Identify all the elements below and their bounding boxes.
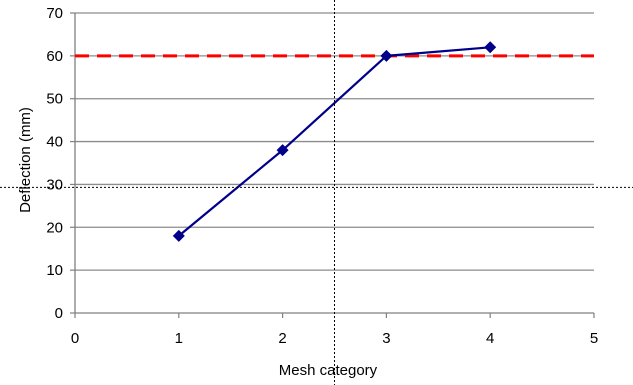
x-tick-label-0: 0 bbox=[71, 330, 79, 347]
data-point-3 bbox=[380, 49, 393, 62]
y-tick-label-40: 40 bbox=[46, 134, 63, 151]
y-tick-label-30: 30 bbox=[46, 176, 63, 193]
series-layer bbox=[172, 41, 497, 242]
y-tick-label-10: 10 bbox=[46, 262, 63, 279]
x-tick-label-4: 4 bbox=[486, 330, 494, 347]
x-tick-label-1: 1 bbox=[175, 330, 183, 347]
tick-labels: 0 10 20 30 40 50 60 70 0 1 2 3 4 5 bbox=[46, 5, 598, 347]
x-axis-title: Mesh category bbox=[279, 362, 378, 379]
axes bbox=[70, 12, 595, 318]
y-tick-label-0: 0 bbox=[55, 305, 63, 322]
x-tick-label-3: 3 bbox=[382, 330, 390, 347]
x-tick-label-2: 2 bbox=[278, 330, 286, 347]
y-tick-label-20: 20 bbox=[46, 219, 63, 236]
y-tick-label-50: 50 bbox=[46, 91, 63, 108]
x-tick-label-5: 5 bbox=[590, 330, 598, 347]
y-tick-label-60: 60 bbox=[46, 48, 63, 65]
series-line-0 bbox=[178, 46, 491, 237]
data-point-1 bbox=[172, 229, 185, 242]
y-axis-title: Deflection (mm) bbox=[17, 107, 34, 213]
data-point-2 bbox=[276, 144, 289, 157]
data-point-4 bbox=[484, 41, 497, 54]
y-tick-label-70: 70 bbox=[46, 5, 63, 22]
